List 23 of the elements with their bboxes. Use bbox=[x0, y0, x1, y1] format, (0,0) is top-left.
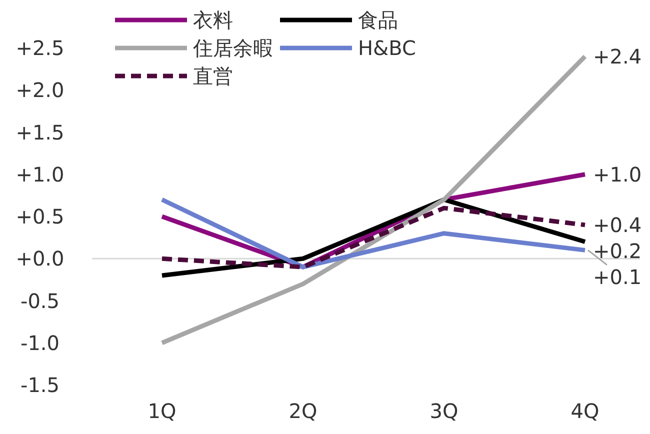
x-tick-label: 4Q bbox=[570, 399, 600, 423]
legend-label: 住居余暇 bbox=[192, 36, 273, 60]
data-label: +2.4 bbox=[593, 44, 642, 68]
legend-label: 直営 bbox=[193, 64, 233, 88]
data-label: +0.1 bbox=[593, 264, 642, 289]
data-label: +0.2 bbox=[593, 238, 642, 263]
data-label: +1.0 bbox=[593, 162, 642, 186]
x-tick-label: 1Q bbox=[148, 399, 176, 423]
legend-label: H&BC bbox=[358, 36, 416, 60]
y-tick-label: -1.5 bbox=[20, 373, 60, 397]
y-tick-label: +1.0 bbox=[16, 162, 64, 186]
legend-label: 食品 bbox=[358, 8, 398, 32]
y-tick-label: +2.5 bbox=[16, 36, 64, 60]
y-tick-label: -0.5 bbox=[20, 288, 60, 313]
y-tick-label: +0.5 bbox=[16, 204, 64, 228]
y-tick-label: +2.0 bbox=[16, 78, 64, 102]
y-tick-label: -1.0 bbox=[20, 330, 60, 355]
x-tick-label: 3Q bbox=[430, 399, 458, 423]
y-tick-label: +1.5 bbox=[16, 120, 64, 144]
legend-label: 衣料 bbox=[193, 8, 233, 32]
x-tick-label: 2Q bbox=[288, 399, 318, 423]
y-tick-label: +0.0 bbox=[16, 246, 64, 271]
data-label: +0.4 bbox=[593, 212, 642, 237]
